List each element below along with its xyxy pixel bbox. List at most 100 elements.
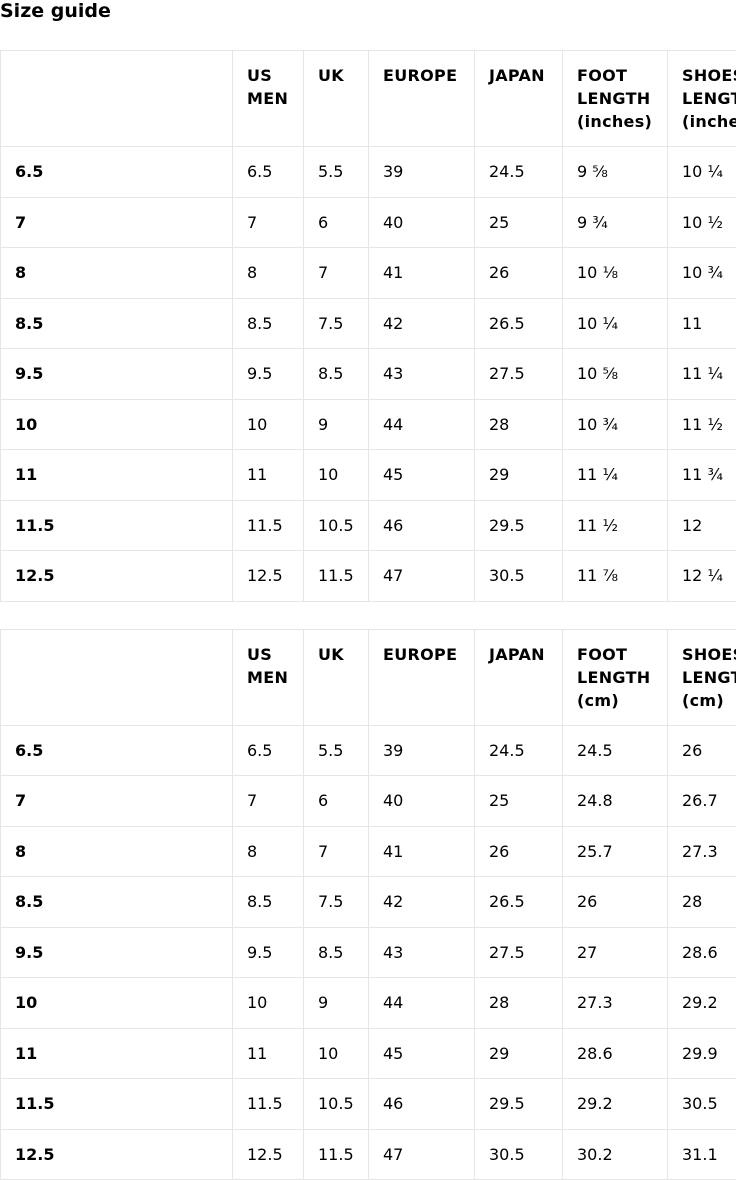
cell: 9.5 bbox=[233, 927, 304, 978]
cell: 24.5 bbox=[475, 725, 563, 776]
size-label: 9.5 bbox=[1, 927, 233, 978]
size-label: 7 bbox=[1, 197, 233, 248]
cell: 12.5 bbox=[233, 1129, 304, 1180]
cell: 5.5 bbox=[304, 147, 369, 198]
cell: 7 bbox=[304, 248, 369, 299]
cell: 26 bbox=[668, 725, 736, 776]
cell: 11 ¼ bbox=[668, 349, 736, 400]
cell: 26 bbox=[475, 248, 563, 299]
cell: 31.1 bbox=[668, 1129, 736, 1180]
header-cell: EUROPE bbox=[369, 629, 475, 725]
cell: 47 bbox=[369, 551, 475, 602]
cell: 29 bbox=[475, 1028, 563, 1079]
cell: 42 bbox=[369, 877, 475, 928]
cell: 44 bbox=[369, 978, 475, 1029]
cell: 29.5 bbox=[475, 500, 563, 551]
cell: 39 bbox=[369, 725, 475, 776]
cell: 43 bbox=[369, 349, 475, 400]
cell: 47 bbox=[369, 1129, 475, 1180]
cell: 42 bbox=[369, 298, 475, 349]
cell: 29.9 bbox=[668, 1028, 736, 1079]
cell: 7.5 bbox=[304, 877, 369, 928]
header-cell: FOOT LENGTH (cm) bbox=[563, 629, 668, 725]
cell: 24.5 bbox=[475, 147, 563, 198]
cell: 12 ¼ bbox=[668, 551, 736, 602]
cell: 8 bbox=[233, 248, 304, 299]
cell: 10 ⅛ bbox=[563, 248, 668, 299]
header-cell bbox=[1, 51, 233, 147]
cell: 39 bbox=[369, 147, 475, 198]
header-cell: US MEN bbox=[233, 629, 304, 725]
cell: 7 bbox=[233, 776, 304, 827]
cell: 10 bbox=[233, 399, 304, 450]
cell: 30.5 bbox=[475, 1129, 563, 1180]
cell: 46 bbox=[369, 500, 475, 551]
header-cell: SHOES LENGTH (inches) bbox=[668, 51, 736, 147]
size-label: 10 bbox=[1, 399, 233, 450]
header-cell: UK bbox=[304, 51, 369, 147]
cell: 25 bbox=[475, 197, 563, 248]
cell: 45 bbox=[369, 1028, 475, 1079]
cell: 11 bbox=[233, 450, 304, 501]
cell: 10 ¾ bbox=[563, 399, 668, 450]
cell: 25 bbox=[475, 776, 563, 827]
cell: 11 ¾ bbox=[668, 450, 736, 501]
cell: 10 ¼ bbox=[668, 147, 736, 198]
cell: 46 bbox=[369, 1079, 475, 1130]
cell: 11.5 bbox=[233, 500, 304, 551]
cell: 44 bbox=[369, 399, 475, 450]
size-label: 8 bbox=[1, 826, 233, 877]
cell: 6 bbox=[304, 197, 369, 248]
cell: 10 ¾ bbox=[668, 248, 736, 299]
cell: 8.5 bbox=[304, 349, 369, 400]
cell: 6 bbox=[304, 776, 369, 827]
cell: 11 ⅞ bbox=[563, 551, 668, 602]
cell: 43 bbox=[369, 927, 475, 978]
size-label: 12.5 bbox=[1, 1129, 233, 1180]
cell: 11 bbox=[668, 298, 736, 349]
cell: 10 bbox=[233, 978, 304, 1029]
cell: 27 bbox=[563, 927, 668, 978]
cell: 29 bbox=[475, 450, 563, 501]
cell: 11 bbox=[233, 1028, 304, 1079]
cell: 9 ⅝ bbox=[563, 147, 668, 198]
cell: 29.5 bbox=[475, 1079, 563, 1130]
cell: 7 bbox=[233, 197, 304, 248]
cell: 11.5 bbox=[304, 551, 369, 602]
cell: 25.7 bbox=[563, 826, 668, 877]
cell: 11 ½ bbox=[668, 399, 736, 450]
cell: 30.5 bbox=[668, 1079, 736, 1130]
cell: 9 bbox=[304, 399, 369, 450]
cell: 41 bbox=[369, 826, 475, 877]
cell: 11.5 bbox=[233, 1079, 304, 1130]
cell: 7 bbox=[304, 826, 369, 877]
cell: 11 ¼ bbox=[563, 450, 668, 501]
cell: 28 bbox=[475, 399, 563, 450]
header-cell: US MEN bbox=[233, 51, 304, 147]
cell: 10.5 bbox=[304, 1079, 369, 1130]
cell: 28.6 bbox=[668, 927, 736, 978]
cell: 24.8 bbox=[563, 776, 668, 827]
cell: 28.6 bbox=[563, 1028, 668, 1079]
cell: 12 bbox=[668, 500, 736, 551]
cell: 27.3 bbox=[563, 978, 668, 1029]
header-cell: JAPAN bbox=[475, 629, 563, 725]
cell: 41 bbox=[369, 248, 475, 299]
cell: 11.5 bbox=[304, 1129, 369, 1180]
